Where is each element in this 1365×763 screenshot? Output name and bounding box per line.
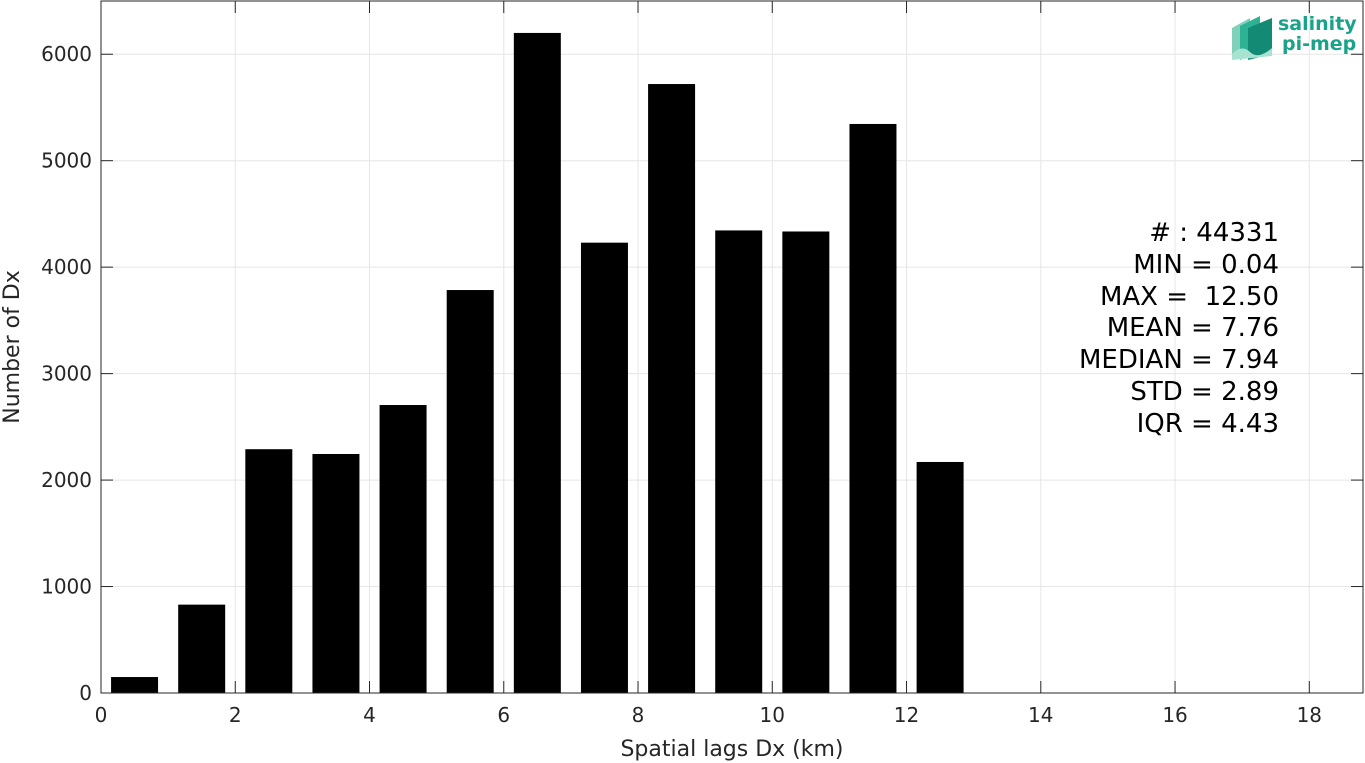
stat-iqr: IQR = 4.43	[1136, 408, 1279, 439]
y-tick-label: 1000	[41, 575, 92, 599]
axes-box	[100, 0, 1364, 694]
logo-text: salinity pi-mep	[1278, 14, 1357, 54]
histogram-bar	[849, 123, 897, 693]
histogram-bar	[245, 449, 293, 693]
y-tick-label: 5000	[41, 149, 92, 173]
y-tick-label: 3000	[41, 362, 92, 386]
histogram-bar	[782, 231, 830, 693]
x-tick-label: 8	[632, 703, 645, 727]
histogram-bar	[178, 604, 226, 693]
bars	[111, 32, 964, 694]
x-tick-label: 14	[1028, 703, 1053, 727]
stat-max: MAX = 12.50	[1099, 281, 1279, 312]
x-tick-label: 0	[95, 703, 108, 727]
salinity-pi-mep-logo: salinity pi-mep	[1228, 14, 1358, 62]
x-tick-label: 6	[497, 703, 510, 727]
stat-min: MIN = 0.04	[1133, 249, 1279, 280]
x-tick-label: 18	[1297, 703, 1322, 727]
histogram-bar	[715, 230, 763, 693]
wave-logo-icon	[1232, 16, 1272, 60]
ticks: 0 2 4 6 8 10 12 14 16 18 0 1000 2000 3000 4000 5000 6000	[41, 1, 1363, 727]
histogram-bar	[648, 84, 696, 694]
histogram-bar	[916, 461, 964, 693]
histogram-bar	[446, 290, 494, 693]
stat-count: # : 44331	[1149, 218, 1279, 248]
y-tick-label: 2000	[41, 468, 92, 492]
y-tick-label: 0	[79, 681, 92, 705]
logo-line2: pi-mep	[1282, 33, 1357, 55]
histogram-bar	[312, 453, 360, 693]
x-tick-label: 16	[1162, 703, 1187, 727]
stat-mean: MEAN = 7.76	[1106, 313, 1279, 344]
statistics-box: # : 44331 MIN = 0.04 MAX = 12.50 MEAN = 7.7…	[1079, 218, 1279, 441]
y-tick-label: 4000	[41, 255, 92, 279]
histogram-bar	[111, 677, 159, 693]
x-axis-label: Spatial lags Dx (km)	[620, 737, 843, 762]
logo-line1: salinity	[1278, 13, 1357, 35]
x-tick-label: 10	[760, 703, 785, 727]
stat-median: MEDIAN = 7.94	[1079, 345, 1279, 376]
histogram-bar	[379, 405, 427, 693]
x-tick-label: 4	[363, 703, 376, 727]
histogram-bar	[580, 242, 628, 693]
x-tick-label: 12	[894, 703, 919, 727]
x-tick-label: 2	[229, 703, 242, 727]
y-axis-label: Number of Dx	[0, 270, 25, 424]
stat-std: STD = 2.89	[1130, 376, 1279, 407]
y-tick-label: 6000	[41, 42, 92, 66]
histogram-bar	[513, 32, 561, 693]
